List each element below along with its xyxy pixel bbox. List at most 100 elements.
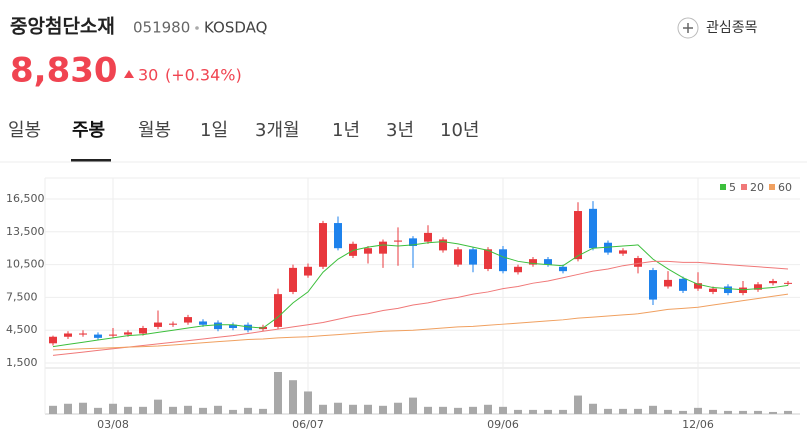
plus-circle (677, 17, 699, 39)
candle-body (424, 232, 432, 242)
candle-body (169, 323, 177, 325)
y-tick-label: 10,500 (6, 258, 45, 271)
candle-body (349, 243, 357, 256)
x-tick-label: 12/06 (682, 418, 714, 431)
volume-bar (769, 411, 777, 414)
volume-bar (364, 404, 372, 414)
stock-name: 중앙첨단소재 (10, 16, 115, 38)
volume-bar (169, 406, 177, 414)
volume-bar (49, 405, 57, 414)
up-triangle (124, 70, 134, 78)
y-tick-label: 13,500 (6, 225, 45, 238)
tab[interactable]: 주봉 (72, 120, 105, 141)
separator-dot (195, 26, 199, 30)
volume-bar (664, 409, 672, 414)
plus-icon (683, 23, 693, 33)
watch-label[interactable]: 관심종목 (706, 20, 758, 36)
volume-bar (199, 407, 207, 414)
x-tick-label: 09/06 (487, 418, 519, 431)
volume-bar (259, 408, 267, 414)
volume-bar (454, 407, 462, 414)
candle-body (649, 270, 657, 300)
candle-body (559, 266, 567, 272)
volume-bar (709, 409, 717, 414)
volume-bar (409, 397, 417, 414)
x-tick-label: 03/08 (97, 418, 129, 431)
tab[interactable]: 1일 (200, 120, 228, 141)
volume-bar (694, 407, 702, 414)
candle-body (604, 242, 612, 253)
candle-body (469, 249, 477, 265)
candle-body (634, 258, 642, 267)
moving-average-line (52, 293, 789, 351)
tab[interactable]: 월봉 (138, 120, 171, 141)
candle-body (769, 281, 777, 284)
candle-body (124, 332, 132, 335)
candle-body (454, 249, 462, 265)
y-tick-label: 1,500 (6, 356, 38, 369)
candle-body (334, 223, 342, 249)
volume-bar (574, 395, 582, 414)
candle-body (724, 286, 732, 294)
tab-bar: 일봉 주봉 월봉 1일 3개월 1년 3년 10년 (8, 120, 479, 162)
tab[interactable]: 1년 (332, 120, 360, 141)
candle-body (394, 240, 402, 242)
tab[interactable]: 3개월 (255, 120, 300, 141)
candle-body (109, 334, 117, 336)
candle-body (289, 267, 297, 292)
volume-bar (109, 403, 117, 414)
volume-bar (499, 406, 507, 414)
candle-body (679, 278, 687, 291)
volume-bar (349, 404, 357, 414)
volume-bar (784, 410, 792, 414)
candle-body (739, 287, 747, 294)
candle-body (214, 322, 222, 330)
chart: 1,500 4,500 7,500 10,500 13,500 16,500 03/08 06… (6, 177, 800, 431)
volume-bar (229, 409, 237, 414)
candle-body (79, 333, 87, 335)
candle-body (589, 208, 597, 249)
candle-body (664, 279, 672, 287)
volume-bar (244, 407, 252, 414)
tab[interactable]: 10년 (440, 120, 479, 141)
tab[interactable]: 3년 (386, 120, 414, 141)
volume-bar (274, 372, 282, 414)
volume-bar (514, 409, 522, 414)
volume-bar (139, 406, 147, 414)
candle-body (514, 266, 522, 273)
volume-bar (484, 404, 492, 414)
volume-bar (634, 408, 642, 414)
volume-bar (379, 405, 387, 414)
candle-body (319, 223, 327, 267)
volume-bar (649, 405, 657, 414)
volume-bar (214, 405, 222, 414)
candle-body (64, 333, 72, 337)
candle-body (484, 249, 492, 269)
volume-bar (79, 402, 87, 414)
candle-body (439, 239, 447, 251)
change: 30 (138, 66, 158, 85)
volume-bar (304, 391, 312, 414)
candle-body (694, 283, 702, 289)
stock-code: 051980 (133, 19, 190, 37)
tab[interactable]: 일봉 (8, 120, 41, 141)
candle-body (229, 324, 237, 329)
volume-bar (424, 406, 432, 414)
legend-swatch (741, 184, 747, 190)
volume-bar (94, 407, 102, 414)
watch-button[interactable]: 관심종목 (677, 17, 758, 39)
market: KOSDAQ (204, 19, 267, 37)
volume-bar (619, 408, 627, 414)
candle-body (709, 288, 717, 292)
volume-bar (544, 409, 552, 414)
y-tick-label: 4,500 (6, 323, 38, 336)
change-percent: (+0.34%) (165, 66, 242, 85)
y-tick-label: 7,500 (6, 290, 38, 303)
candle-body (364, 248, 372, 254)
candle-body (499, 249, 507, 272)
candle-body (274, 294, 282, 327)
candle-body (184, 317, 192, 323)
candle-body (784, 282, 792, 284)
candle-body (544, 259, 552, 265)
